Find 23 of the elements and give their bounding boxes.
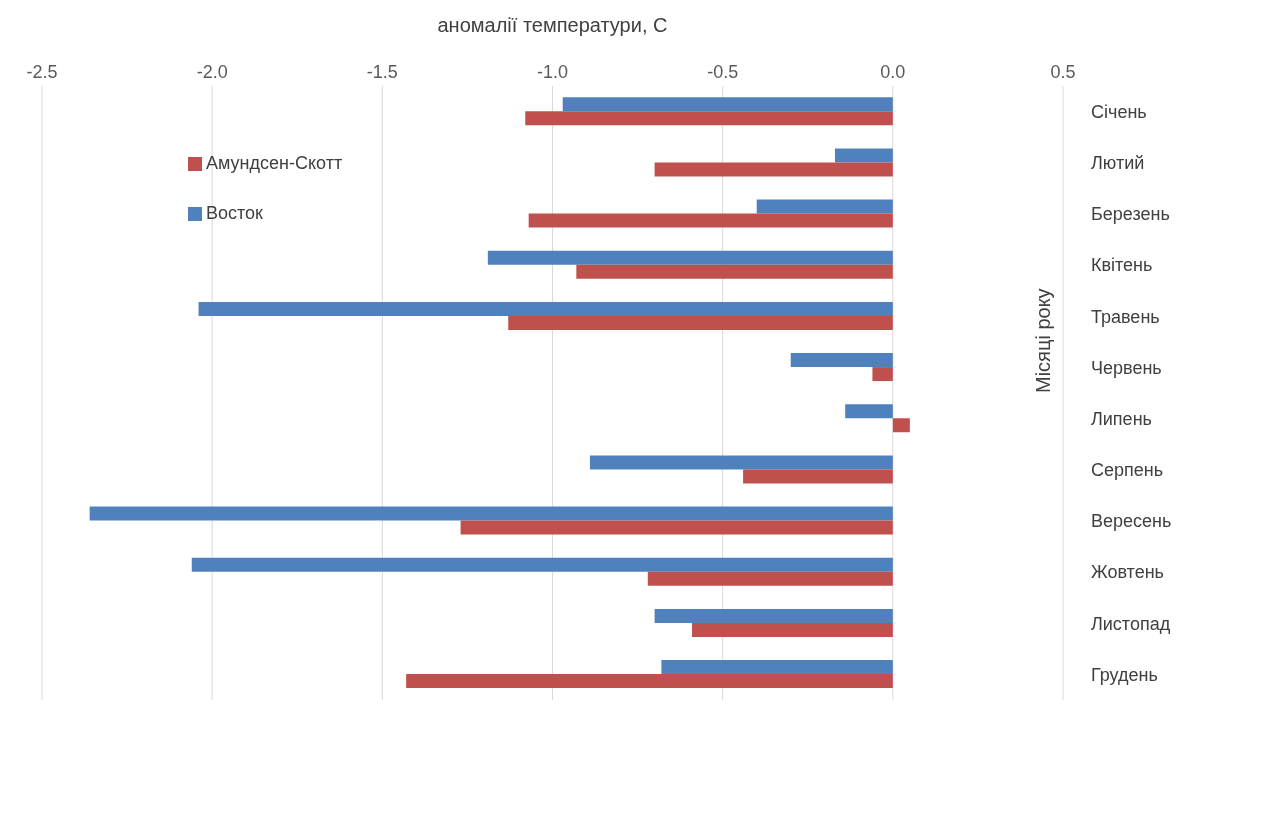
y-tick-label: Жовтень	[1091, 562, 1164, 583]
x-axis-title: аномалії температури, C	[437, 14, 668, 37]
y-tick-label: Лютий	[1091, 153, 1145, 174]
x-tick-label: -0.5	[707, 62, 739, 82]
y-tick-label: Травень	[1091, 306, 1160, 327]
y-tick-label: Липень	[1091, 408, 1152, 429]
x-tick-label: 0.5	[1050, 62, 1076, 82]
x-tick-label: 0.0	[880, 62, 906, 82]
legend-label: Амундсен-Скотт	[206, 153, 343, 173]
y-axis-title: Місяці року	[1032, 288, 1055, 393]
y-tick-label: Січень	[1091, 101, 1147, 122]
legend-label: Восток	[206, 203, 263, 223]
y-tick-label: Серпень	[1091, 460, 1164, 481]
x-tick-label: -1.5	[366, 62, 398, 82]
y-tick-label: Червень	[1091, 357, 1162, 378]
y-tick-label: Листопад	[1091, 613, 1171, 634]
x-tick-label: -1.0	[536, 62, 569, 82]
y-tick-label: Грудень	[1091, 664, 1158, 685]
y-tick-label: Березень	[1091, 204, 1170, 225]
y-tick-label: Квітень	[1091, 255, 1153, 276]
y-tick-label: Вересень	[1091, 511, 1172, 532]
x-tick-label: -2.5	[26, 62, 58, 82]
x-tick-label: -2.0	[196, 62, 228, 82]
